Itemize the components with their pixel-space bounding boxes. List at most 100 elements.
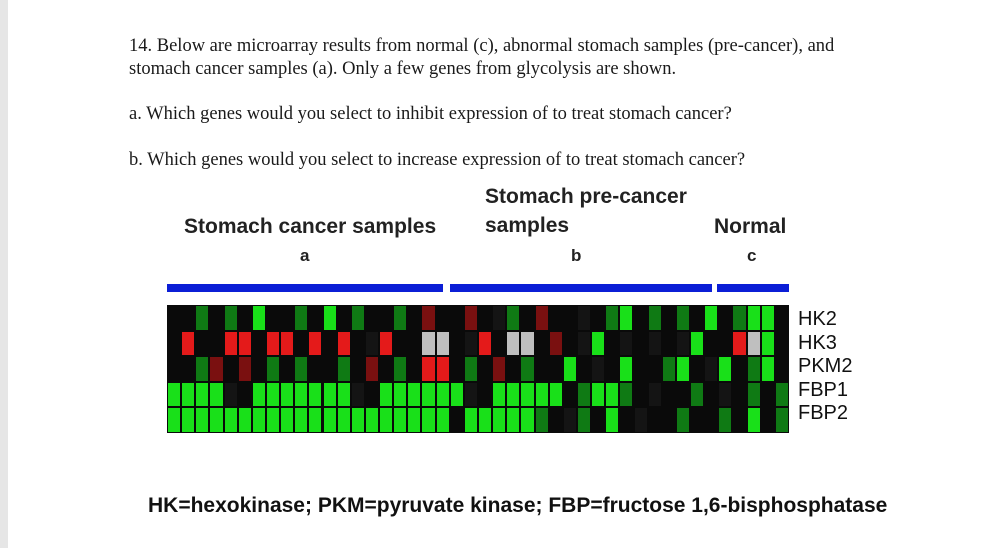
heatmap-cell [323,306,336,330]
heatmap-cell [266,357,280,381]
heatmap-cell [521,331,534,356]
heatmap-cell [676,408,690,432]
heatmap-cell [281,382,294,407]
heatmap-cell [676,331,690,356]
heatmap-cell [182,408,195,432]
heatmap-cell [309,382,322,407]
heatmap-cell [168,408,181,432]
heatmap-cell [295,408,308,432]
heatmap-cell [266,331,280,356]
heatmap-cell [196,306,209,330]
heatmap-cell [323,408,336,432]
heatmap-cell [464,382,477,407]
heatmap-cell [351,382,364,407]
heatmap-cell [592,382,605,407]
heatmap-cell [266,408,280,432]
heatmap-cell [747,331,760,356]
gene-label-fbp1: FBP1 [798,378,849,401]
heatmap-cell [252,382,265,407]
heatmap-cell [507,306,520,330]
heatmap-cell [775,382,788,407]
heatmap-cell [549,382,562,407]
group-b-letter: b [571,246,582,265]
heatmap-cell [662,357,675,381]
heatmap-cell [577,306,591,330]
heatmap-cell [691,382,704,407]
heatmap-cell [563,408,576,432]
heatmap-cell [238,408,251,432]
group-c-bar [717,284,789,292]
question-intro-line2: stomach cancer samples (a). Only a few g… [129,59,677,79]
heatmap-cell [394,382,407,407]
heatmap-cell [521,408,534,432]
heatmap-cell [224,382,237,407]
heatmap-cell [224,306,237,330]
heatmap-cell [224,408,237,432]
heatmap-cell [168,382,181,407]
heatmap-cell [196,408,209,432]
heatmap-cell [464,331,477,356]
heatmap-cell [634,408,647,432]
group-b-bar [450,284,712,292]
group-c-title: Normal [714,215,787,238]
heatmap-cell [521,357,534,381]
heatmap-cell [606,382,619,407]
gene-label-hk2: HK2 [798,308,837,330]
group-a-bar [167,284,443,292]
heatmap-cell [676,306,690,330]
heatmap-cell [507,331,520,356]
heatmap-cell [521,382,534,407]
heatmap-cell [436,357,449,381]
heatmap-cell [281,331,294,356]
heatmap-cell [775,408,788,432]
heatmap-cell [422,306,435,330]
heatmap-cell [620,357,633,381]
page-margin-rule [0,0,8,548]
heatmap-cell [436,408,449,432]
heatmap-cell [479,331,492,356]
heatmap-cell [761,331,774,356]
heatmap-cell [648,382,661,407]
heatmap-cell [365,408,379,432]
heatmap-cell [691,331,704,356]
heatmap-cell [606,306,619,330]
heatmap-cell [309,408,322,432]
heatmap-cell [464,306,477,330]
heatmap-cell [351,306,364,330]
heatmap-cell [252,306,265,330]
heatmap-cell [577,408,591,432]
heatmap-cell [224,331,237,356]
heatmap-cell [295,357,308,381]
heatmap-cell [394,408,407,432]
heatmap-cell [676,357,690,381]
heatmap-cell [535,408,548,432]
group-b-title-line1: Stomach pre-cancer [485,185,687,208]
question-part-b: b. Which genes would you select to incre… [129,150,746,170]
heatmap-cell [620,382,633,407]
heatmap-cell [422,331,435,356]
heatmap-cell [648,306,661,330]
heatmap-cell [577,331,591,356]
heatmap-cell [323,382,336,407]
heatmap-cell [309,331,322,356]
heatmap-cell [238,357,251,381]
heatmap-cell [535,306,548,330]
heatmap-cell [408,382,421,407]
heatmap-cell [719,357,732,381]
heatmap-cell [295,306,308,330]
heatmap-cell [719,408,732,432]
heatmap-cell [719,382,732,407]
heatmap-cell [648,331,661,356]
heatmap-cell [210,382,223,407]
heatmap-cell [493,382,506,407]
gene-label-fbp2: FBP2 [798,402,849,424]
heatmap-cell [380,331,393,356]
gene-label-hk3: HK3 [798,331,837,354]
heatmap-cell [747,382,760,407]
heatmap-cell [464,357,477,381]
group-b-title-line2: samples [485,214,570,237]
heatmap-cell [422,408,435,432]
heatmap-cell [493,306,506,330]
heatmap-cell [592,331,605,356]
heatmap-cell [535,382,548,407]
